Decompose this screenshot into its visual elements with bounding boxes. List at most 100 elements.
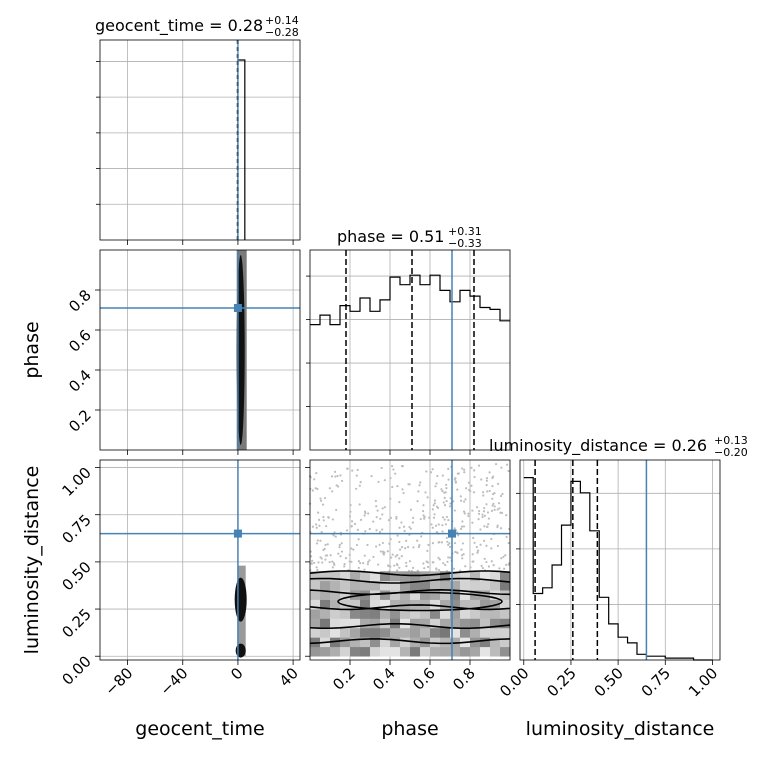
sample-point xyxy=(320,531,323,534)
density-cell xyxy=(470,580,481,591)
density-cell xyxy=(500,571,511,582)
density-cell xyxy=(360,637,371,648)
panel-phase-luminosity-distance xyxy=(309,459,511,661)
sample-point xyxy=(447,467,450,470)
xlabel-phase: phase xyxy=(381,718,438,740)
sample-point xyxy=(461,467,464,470)
sample-point xyxy=(418,484,421,487)
sample-point xyxy=(316,568,319,572)
sample-point xyxy=(479,543,482,546)
sample-point xyxy=(340,479,344,483)
sample-point xyxy=(446,560,449,563)
contour-line xyxy=(309,604,511,611)
sample-point xyxy=(483,557,486,560)
sample-point xyxy=(310,559,314,562)
density-cell xyxy=(310,571,321,582)
density-cell xyxy=(370,571,381,582)
density-cell xyxy=(440,637,451,648)
sample-point xyxy=(505,535,508,538)
sample-point xyxy=(339,555,342,558)
density-cell xyxy=(310,618,321,629)
sample-point xyxy=(443,491,446,494)
density-cell xyxy=(330,580,341,591)
density-cell xyxy=(390,599,401,610)
sample-point xyxy=(481,515,484,519)
sample-point xyxy=(464,565,467,568)
density-cell xyxy=(350,646,361,657)
sample-point xyxy=(504,554,507,557)
sample-point xyxy=(491,497,494,500)
sample-point xyxy=(421,509,425,513)
sample-point xyxy=(406,545,410,549)
sample-point xyxy=(501,492,504,496)
sample-point xyxy=(398,526,401,529)
sample-point xyxy=(330,475,334,478)
sample-point xyxy=(400,555,403,558)
density-cell xyxy=(350,618,361,629)
sample-point xyxy=(387,519,391,522)
density-cell xyxy=(420,627,431,638)
sample-point xyxy=(448,542,451,545)
sample-point xyxy=(331,518,335,521)
sample-point xyxy=(488,489,491,493)
sample-point xyxy=(422,562,425,565)
title-phase-label: phase xyxy=(337,227,385,246)
sample-point xyxy=(481,513,484,516)
sample-point xyxy=(482,510,486,513)
hist-bar-geocent-time xyxy=(237,59,246,240)
sample-point xyxy=(479,528,482,531)
sample-point xyxy=(394,555,397,558)
sample-point xyxy=(389,497,392,500)
sample-point xyxy=(315,566,318,569)
density-cell xyxy=(410,590,421,600)
sample-point xyxy=(368,527,371,531)
sample-point xyxy=(376,509,379,512)
sample-point xyxy=(485,503,488,506)
contour-line xyxy=(309,577,511,584)
sample-point xyxy=(375,545,378,548)
p10-ygrid xyxy=(100,289,300,411)
sample-point xyxy=(483,514,487,517)
sample-point xyxy=(396,569,399,572)
sample-point xyxy=(321,503,325,506)
p20-ygrid xyxy=(100,467,300,657)
sample-point xyxy=(485,544,488,547)
sample-point xyxy=(339,474,342,477)
sample-point xyxy=(359,562,362,565)
density-cell xyxy=(430,571,441,582)
density-cell xyxy=(380,609,391,619)
density-core-geocent-ld xyxy=(234,577,247,622)
density-cell xyxy=(380,571,391,582)
sample-point xyxy=(480,564,483,567)
sample-point xyxy=(433,502,436,505)
sample-point xyxy=(349,510,352,513)
sample-point xyxy=(438,558,441,561)
p20-xgrid xyxy=(127,460,294,660)
sample-point xyxy=(311,525,314,528)
sample-point xyxy=(316,539,319,542)
sample-point xyxy=(393,564,396,567)
sample-point xyxy=(356,468,359,472)
sample-point xyxy=(480,478,483,481)
sample-point xyxy=(378,543,381,546)
sample-point xyxy=(457,534,460,537)
sample-point xyxy=(319,499,323,502)
sample-point xyxy=(408,560,412,563)
scatter-samples-phase-ld xyxy=(308,462,511,579)
sample-point xyxy=(425,470,428,473)
title-geocent-time: geocent_time = 0.28 +0.14 −0.28 xyxy=(95,14,299,39)
density-cell xyxy=(480,590,491,600)
sample-point xyxy=(431,468,434,471)
sample-point xyxy=(485,484,488,487)
sample-point xyxy=(482,494,485,497)
title-luminosity-distance-median: 0.26 xyxy=(671,436,707,455)
density-cell xyxy=(440,599,451,610)
density-cell xyxy=(490,627,501,638)
ylabel-luminosity-distance: luminosity_distance xyxy=(21,466,43,655)
sample-point xyxy=(419,517,422,521)
density-cell xyxy=(330,609,341,619)
sample-point xyxy=(383,479,386,482)
density-cell xyxy=(500,580,511,591)
sample-point xyxy=(359,480,362,484)
density-cell xyxy=(380,637,391,648)
